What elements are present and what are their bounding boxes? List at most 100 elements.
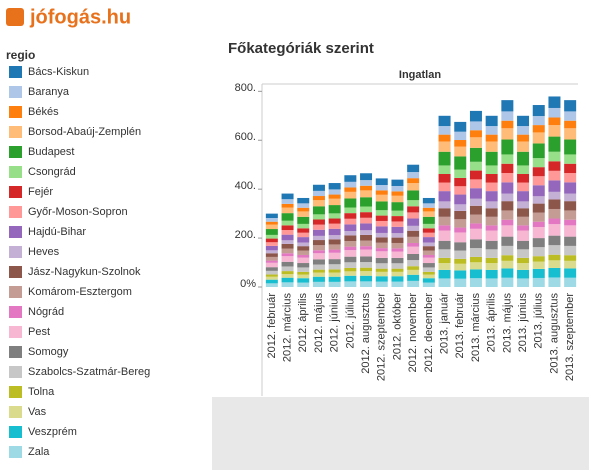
bar-segment xyxy=(564,260,577,269)
x-tick-label: 2012. október xyxy=(391,293,403,361)
bar-segment xyxy=(564,193,577,202)
bar-segment xyxy=(564,128,577,140)
bar-segment xyxy=(469,121,482,131)
bar-segment xyxy=(328,235,341,240)
bar-segment xyxy=(438,174,451,183)
bar-segment xyxy=(328,218,341,224)
bar-segment xyxy=(548,208,561,219)
bar-segment xyxy=(297,232,310,238)
x-tick-label: 2012. november xyxy=(407,293,419,373)
bar-segment xyxy=(564,255,577,261)
bar-segment xyxy=(548,218,561,225)
bar-segment xyxy=(391,242,404,249)
bar-segment xyxy=(328,198,341,206)
bar-segment xyxy=(344,256,357,263)
bar-segment xyxy=(391,226,404,234)
bar-segment xyxy=(375,232,388,238)
bar-segment xyxy=(501,139,514,155)
bar-segment xyxy=(485,240,498,250)
bar-segment xyxy=(265,218,278,222)
bar-segment xyxy=(312,240,325,246)
bar-segment xyxy=(485,208,498,217)
bar-segment xyxy=(328,213,341,219)
bar-segment xyxy=(469,170,482,180)
bar-segment xyxy=(532,268,545,278)
bar-segment xyxy=(328,239,341,245)
x-tick-label: 2013. április xyxy=(486,293,498,353)
bar-segment xyxy=(297,250,310,255)
x-tick-label: 2012. június xyxy=(329,293,341,353)
bar-segment xyxy=(297,254,310,258)
bar-segment xyxy=(312,206,325,215)
bar-segment xyxy=(548,136,561,152)
bar-segment xyxy=(501,120,514,129)
bar-segment xyxy=(344,262,357,268)
bar-segment xyxy=(517,191,530,202)
bar-segment xyxy=(532,105,545,117)
bar-segment xyxy=(501,128,514,140)
bar-segment xyxy=(360,246,373,250)
bar-segment xyxy=(281,277,294,283)
bar-segment xyxy=(265,256,278,261)
bar-segment xyxy=(407,206,420,213)
legend-swatch xyxy=(9,86,22,98)
bar-segment xyxy=(281,203,294,208)
bar-segment xyxy=(407,164,420,173)
bar-segment xyxy=(328,244,341,250)
legend-label: Pest xyxy=(28,326,50,338)
x-tick-label: 2012. február xyxy=(266,293,278,359)
bar-segment xyxy=(407,225,420,231)
bar-segment xyxy=(360,234,373,241)
bar-segment xyxy=(375,251,388,258)
bar-segment xyxy=(517,201,530,209)
bar-segment xyxy=(485,134,498,142)
bar-segment xyxy=(454,242,467,251)
bar-segment xyxy=(344,187,357,192)
bar-segment xyxy=(312,196,325,201)
bar-segment xyxy=(532,125,545,133)
chart-title: Főkategóriák szerint xyxy=(228,40,374,57)
bar-segment xyxy=(501,268,514,278)
bar-segment xyxy=(391,251,404,258)
bar-segment xyxy=(454,131,467,141)
bar-segment xyxy=(517,151,530,166)
bar-segment xyxy=(360,197,373,207)
bar-segment xyxy=(375,185,388,191)
legend-swatch xyxy=(9,366,22,378)
legend-swatch xyxy=(9,186,22,198)
bar-segment xyxy=(360,249,373,257)
bar-segment xyxy=(501,277,514,287)
bar-segment xyxy=(548,125,561,137)
bar-segment xyxy=(312,264,325,270)
bar-segment xyxy=(375,242,388,249)
bar-segment xyxy=(328,252,341,260)
bar-segment xyxy=(532,221,545,228)
x-tick-label: 2013. május xyxy=(501,293,513,353)
legend-swatch xyxy=(9,246,22,258)
bar-segment xyxy=(422,237,435,243)
bar-segment xyxy=(297,246,310,251)
bar-segment xyxy=(391,191,404,196)
legend-label: Fejér xyxy=(28,186,53,198)
legend-swatch xyxy=(9,206,22,218)
bar-segment xyxy=(328,183,341,190)
bar-segment xyxy=(501,193,514,202)
bar-segment xyxy=(344,191,357,199)
bar-segment xyxy=(312,245,325,251)
bar-segment xyxy=(438,225,451,231)
bar-segment xyxy=(517,257,530,264)
bar-segment xyxy=(265,260,278,263)
bar-segment xyxy=(564,154,577,164)
bar-segment xyxy=(532,227,545,239)
bar-segment xyxy=(360,223,373,231)
bar-segment xyxy=(391,210,404,217)
bar-segment xyxy=(485,216,498,226)
bar-segment xyxy=(281,282,294,287)
bar-segment xyxy=(532,158,545,168)
bar-segment xyxy=(297,282,310,287)
bar-segment xyxy=(297,197,310,204)
bar-segment xyxy=(469,110,482,122)
bar-segment xyxy=(328,205,341,214)
bar-segment xyxy=(281,213,294,221)
bar-segment xyxy=(548,199,561,209)
